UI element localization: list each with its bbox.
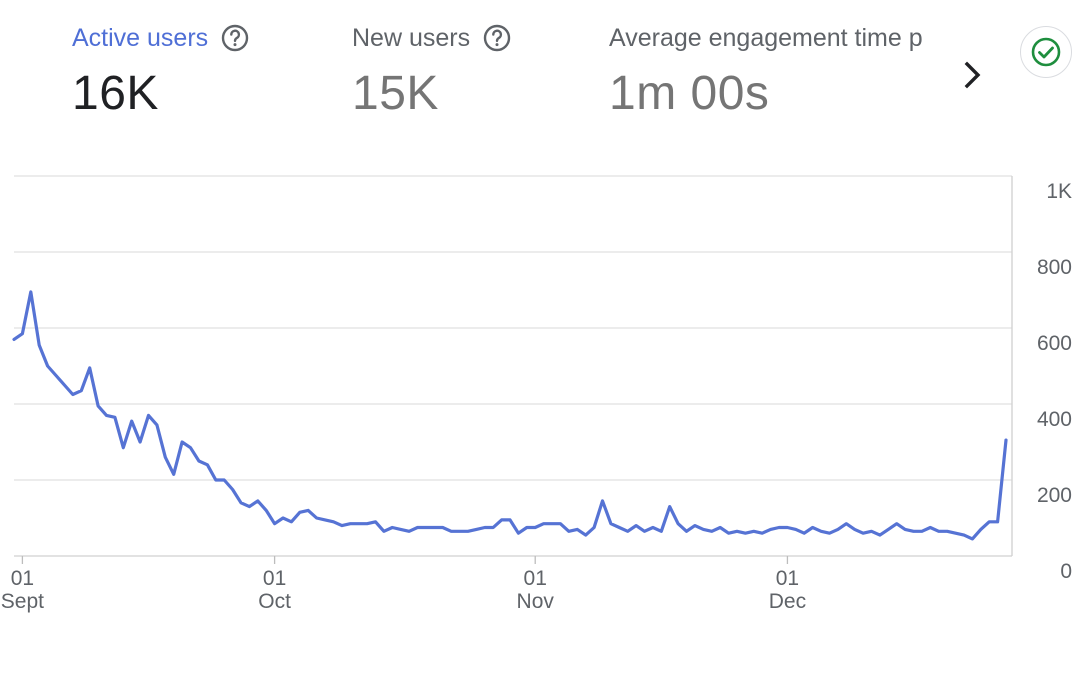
y-tick-label: 400 bbox=[1037, 408, 1072, 431]
metric-active-users[interactable]: Active users 16K bbox=[72, 18, 250, 121]
metric-label: Active users bbox=[72, 23, 209, 52]
status-check-button[interactable] bbox=[1020, 26, 1072, 78]
metric-value: 16K bbox=[72, 67, 159, 120]
x-tick-month: Sept bbox=[1, 590, 44, 613]
series-line bbox=[12, 290, 1008, 541]
x-tick-day: 01 bbox=[776, 567, 799, 590]
metric-label: New users bbox=[352, 23, 471, 52]
metric-value: 15K bbox=[352, 67, 439, 120]
metric-label: Average engagement time p bbox=[609, 23, 923, 52]
check-circle-icon bbox=[1031, 37, 1061, 67]
x-tick-month: Dec bbox=[769, 590, 806, 613]
help-circle-icon[interactable] bbox=[482, 23, 512, 53]
help-circle-icon[interactable] bbox=[220, 23, 250, 53]
metric-average-engagement-time[interactable]: Average engagement time p 1m 00s bbox=[609, 18, 942, 121]
chevron-right-icon[interactable] bbox=[958, 58, 988, 92]
x-tick-month: Oct bbox=[258, 590, 291, 613]
metric-value: 1m 00s bbox=[609, 67, 770, 120]
x-tick-day: 01 bbox=[524, 567, 547, 590]
x-tick-month: Nov bbox=[517, 590, 555, 613]
y-tick-label: 200 bbox=[1037, 484, 1072, 507]
x-tick-day: 01 bbox=[11, 567, 34, 590]
x-tick-day: 01 bbox=[263, 567, 286, 590]
y-tick-label: 600 bbox=[1037, 332, 1072, 355]
y-tick-label: 800 bbox=[1037, 256, 1072, 279]
y-tick-label: 0 bbox=[1060, 560, 1072, 583]
metric-new-users[interactable]: New users 15K bbox=[352, 18, 512, 121]
y-tick-label: 1K bbox=[1046, 180, 1072, 203]
